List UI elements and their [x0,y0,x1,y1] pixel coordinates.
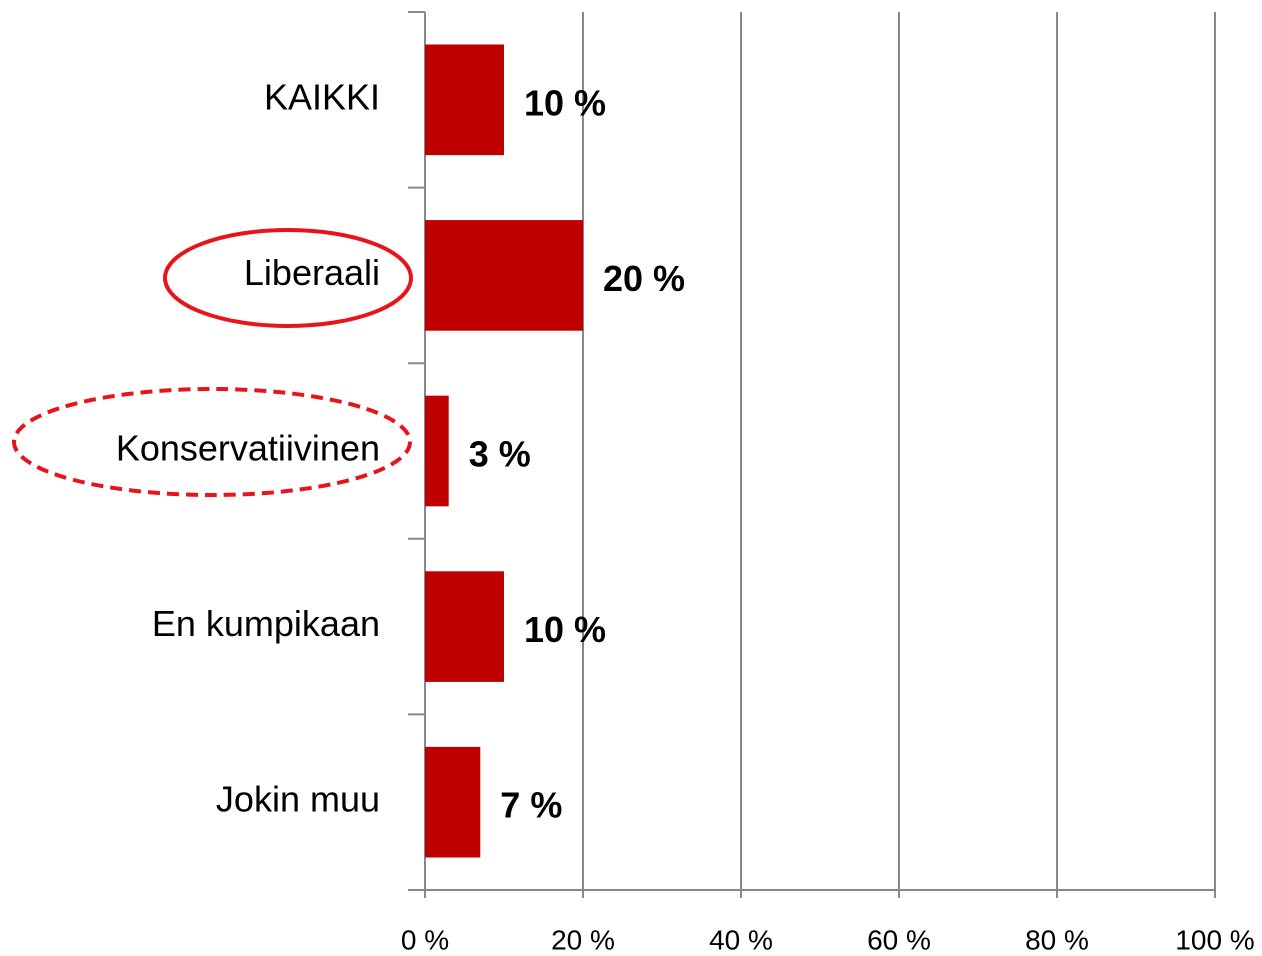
y-tick-label: KAIKKI [264,76,380,117]
bar [425,44,504,156]
highlight-oval-dashed [12,387,412,497]
bar [425,395,449,507]
x-tick-label: 80 % [1025,924,1089,955]
y-tick-label: En kumpikaan [152,603,380,644]
y-tick-label: Jokin muu [216,779,380,820]
x-tick-label: 0 % [401,924,449,955]
bar [425,220,583,331]
y-tick-label: Konservatiivinen [116,428,380,469]
value-label: 3 % [469,434,531,475]
value-label: 7 % [500,785,562,826]
x-tick-label: 40 % [709,924,773,955]
value-label: 10 % [524,609,606,650]
value-label: 20 % [603,258,685,299]
x-tick-label: 100 % [1175,924,1254,955]
highlight-oval [163,228,413,328]
y-tick-label: Liberaali [244,252,380,293]
bar [425,746,481,858]
x-tick-label: 60 % [867,924,931,955]
x-tick-label: 20 % [551,924,615,955]
value-label: 10 % [524,82,606,123]
bar [425,571,504,682]
